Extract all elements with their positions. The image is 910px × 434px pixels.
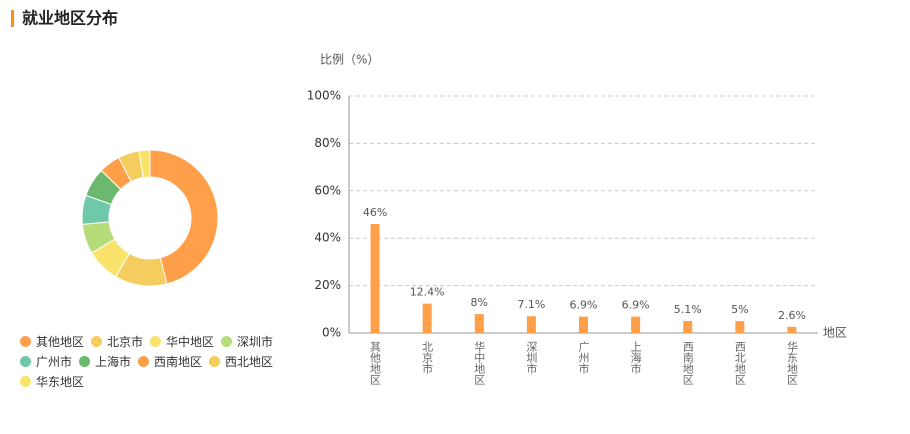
value-label: 46% xyxy=(363,206,387,219)
legend-label: 其他地区 xyxy=(36,334,85,349)
legend-item[interactable]: 北京市 xyxy=(91,334,144,349)
x-tick-label: 西南地区 xyxy=(681,341,694,385)
legend-label: 上海市 xyxy=(95,354,132,369)
x-tick-label: 西北地区 xyxy=(733,341,746,385)
x-axis-label: 地区 xyxy=(823,326,847,340)
y-tick-label: 80% xyxy=(314,136,341,150)
legend-swatch xyxy=(150,335,162,347)
legend-label: 深圳市 xyxy=(237,334,274,349)
legend-label: 华中地区 xyxy=(166,334,215,349)
bar xyxy=(735,321,745,333)
legend-label: 华东地区 xyxy=(36,374,85,389)
legend-label: 广州市 xyxy=(36,354,73,369)
y-tick-label: 100% xyxy=(307,89,341,103)
legend-swatch xyxy=(20,375,31,387)
legend-swatch xyxy=(20,355,31,367)
x-tick-label: 其他地区 xyxy=(369,341,382,385)
legend-label: 西北地区 xyxy=(225,354,274,369)
legend-label: 西南地区 xyxy=(154,354,203,369)
bar xyxy=(422,303,432,333)
page-title: 就业地区分布 xyxy=(22,9,118,28)
value-label: 6.9% xyxy=(570,299,598,312)
bar xyxy=(526,316,536,333)
legend-item[interactable]: 西北地区 xyxy=(209,354,274,369)
value-label: 6.9% xyxy=(622,299,650,312)
bar xyxy=(631,316,641,333)
donut-slice xyxy=(138,149,151,179)
legend-swatch xyxy=(20,335,31,347)
y-tick-label: 40% xyxy=(314,231,341,245)
legend-item[interactable]: 上海市 xyxy=(79,354,132,369)
donut-slice xyxy=(149,149,219,285)
x-tick-label: 上海市 xyxy=(629,341,642,375)
legend-item[interactable]: 广州市 xyxy=(20,354,73,369)
value-label: 7.1% xyxy=(517,298,545,311)
legend-label: 北京市 xyxy=(107,334,144,349)
legend-item[interactable]: 其他地区 xyxy=(20,334,85,349)
legend-swatch xyxy=(221,335,233,347)
x-tick-label: 北京市 xyxy=(421,341,434,375)
legend-swatch xyxy=(79,355,91,367)
value-label: 12.4% xyxy=(410,286,445,299)
bar xyxy=(370,223,380,333)
y-tick-label: 0% xyxy=(322,326,341,340)
y-axis-label: 比例（%） xyxy=(320,53,379,67)
legend-item[interactable]: 华东地区 xyxy=(20,374,85,389)
legend-swatch xyxy=(91,335,103,347)
x-tick-label: 深圳市 xyxy=(525,341,538,375)
x-tick-label: 华中地区 xyxy=(473,340,486,385)
legend-item[interactable]: 西南地区 xyxy=(138,354,203,369)
value-label: 5.1% xyxy=(674,303,702,316)
bar xyxy=(474,314,484,333)
title-marker xyxy=(11,10,14,27)
legend-item[interactable]: 深圳市 xyxy=(221,334,274,349)
legend-swatch xyxy=(138,355,150,367)
bar xyxy=(787,326,797,333)
legend-swatch xyxy=(209,355,221,367)
x-tick-label: 华东地区 xyxy=(785,340,798,385)
x-tick-label: 广州市 xyxy=(577,341,590,375)
value-label: 2.6% xyxy=(778,309,806,322)
y-tick-label: 60% xyxy=(314,183,341,197)
legend-item[interactable]: 华中地区 xyxy=(150,334,215,349)
bar xyxy=(579,316,588,333)
value-label: 8% xyxy=(471,296,488,309)
y-tick-label: 20% xyxy=(314,278,341,292)
bar xyxy=(683,320,693,333)
legend: 其他地区 北京市 华中地区 深圳市广州市 上海市 西南地区 西北地区华东地区 xyxy=(20,334,290,394)
value-label: 5% xyxy=(731,303,748,316)
